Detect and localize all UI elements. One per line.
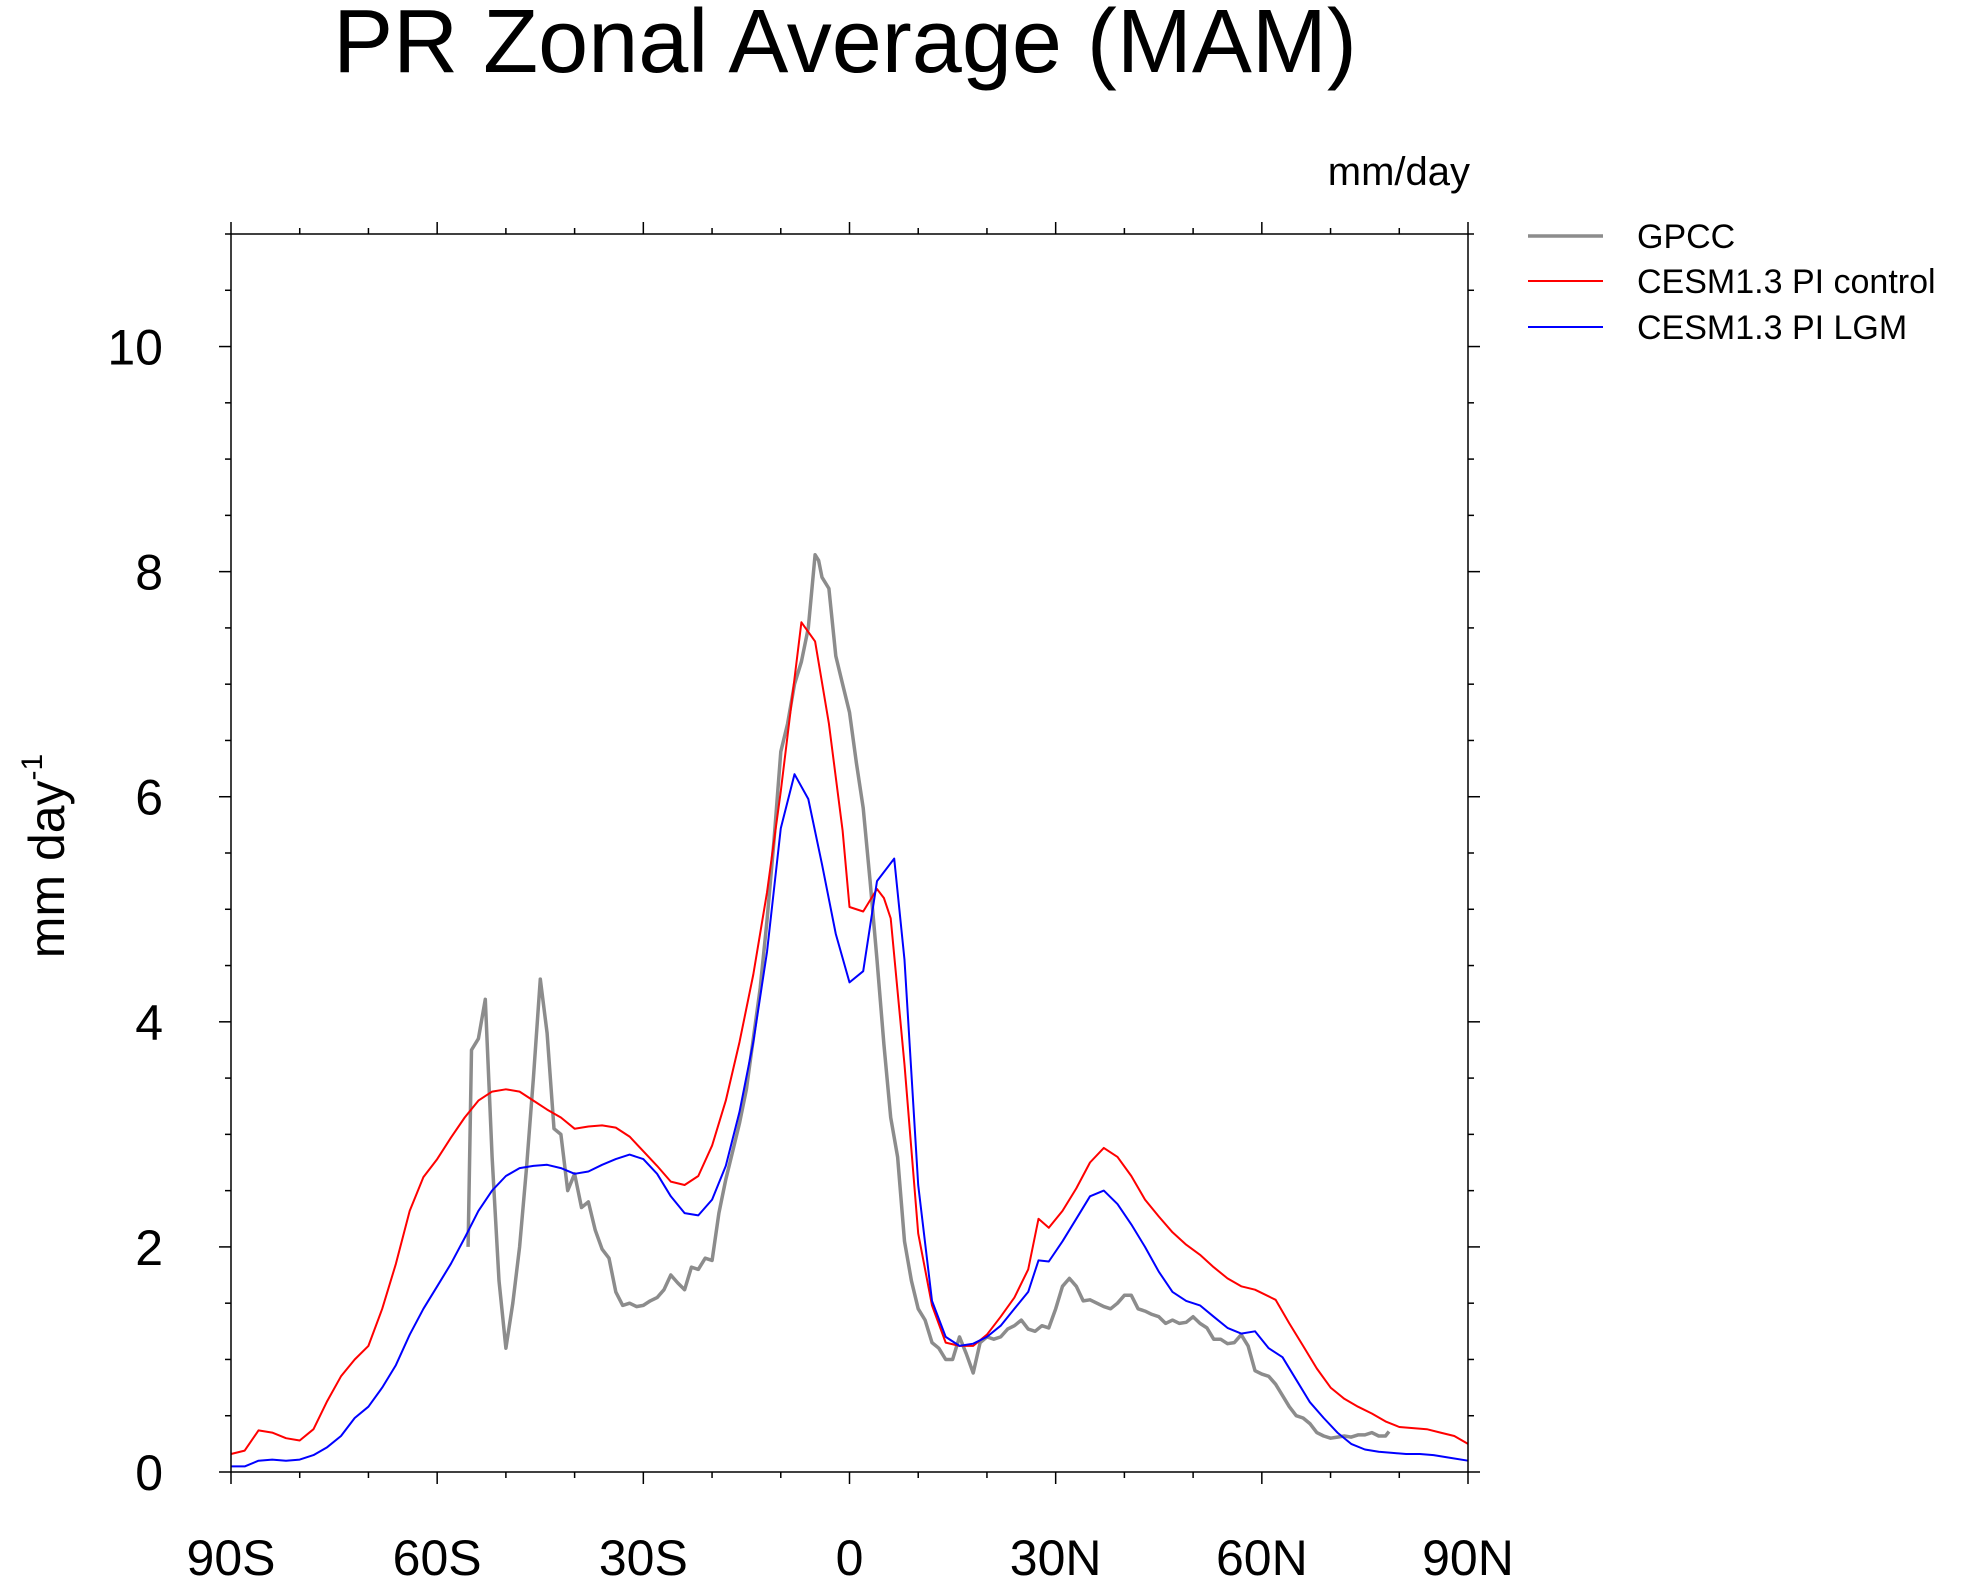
series-line-2: [230, 621, 1469, 1455]
x-tick-label: 60N: [1216, 1530, 1308, 1586]
series-line-3: [231, 773, 1469, 1468]
y-axis-label: mm day-1: [16, 754, 75, 959]
plot-frame: [230, 233, 1469, 1473]
data-series: [230, 553, 1469, 1468]
y-tick-label: 2: [135, 1220, 163, 1276]
x-tick-labels: 90S 60S 30S 0 30N 60N 90N: [187, 1530, 1514, 1586]
x-tick-label: 30S: [599, 1530, 688, 1586]
legend-label: CESM1.3 PI control: [1637, 263, 1936, 301]
x-tick-label: 90N: [1422, 1530, 1514, 1586]
x-tick-label: 0: [836, 1530, 864, 1586]
legend: GPCC CESM1.3 PI control CESM1.3 PI LGM: [1528, 218, 1936, 347]
y-axis-label-exponent: -1: [16, 754, 49, 781]
y-tick-label: 0: [135, 1445, 163, 1501]
legend-label: GPCC: [1637, 218, 1735, 256]
y-tick-label: 4: [135, 995, 163, 1051]
x-tick-label: 60S: [393, 1530, 482, 1586]
units-label: mm/day: [1328, 150, 1470, 194]
legend-label: CESM1.3 PI LGM: [1637, 309, 1907, 347]
y-tick-labels: 0 2 4 6 8 10: [107, 320, 163, 1501]
y-axis-label-base: mm day: [19, 780, 75, 958]
x-tick-label: 90S: [187, 1530, 276, 1586]
x-tick-label: 30N: [1010, 1530, 1102, 1586]
y-tick-label: 6: [135, 770, 163, 826]
y-tick-label: 8: [135, 545, 163, 601]
chart-title: PR Zonal Average (MAM): [333, 0, 1357, 92]
series-line-1: [466, 553, 1391, 1440]
y-tick-label: 10: [107, 320, 163, 376]
axis-ticks: [219, 222, 1480, 1484]
